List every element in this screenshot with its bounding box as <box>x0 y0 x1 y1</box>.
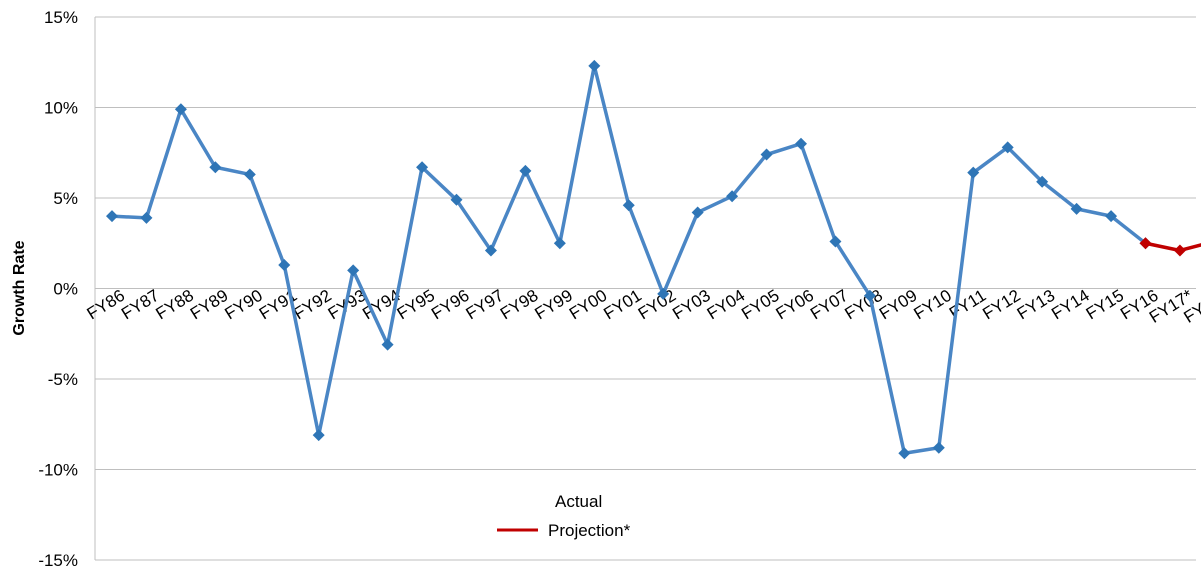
data-point <box>1036 175 1049 188</box>
data-point <box>1105 210 1118 223</box>
data-point <box>243 168 256 181</box>
legend-entry-projection: Projection* <box>548 521 631 540</box>
legend-entry-actual: Actual <box>555 492 602 511</box>
series-line-actual <box>111 64 1147 455</box>
series-line-projection <box>1145 241 1201 253</box>
data-point <box>657 287 670 300</box>
y-tick-label: -15% <box>38 551 78 570</box>
data-point <box>347 264 360 277</box>
data-point <box>381 338 394 351</box>
data-point <box>898 447 911 460</box>
series-layer <box>106 59 1201 460</box>
y-tick-label: -5% <box>48 370 78 389</box>
data-point <box>1173 244 1186 257</box>
data-point <box>829 235 842 248</box>
data-point <box>622 199 635 212</box>
data-point <box>1070 202 1083 215</box>
data-point <box>932 441 945 454</box>
gridlines <box>94 16 1196 561</box>
data-point <box>795 137 807 150</box>
data-point <box>1139 237 1152 250</box>
data-point <box>691 206 704 219</box>
y-tick-label: 0% <box>53 280 78 299</box>
data-point <box>863 289 876 302</box>
y-axis-ticks: 15% 10% 5% 0% -5% -10% -15% <box>38 8 78 570</box>
y-tick-label: -10% <box>38 461 78 480</box>
data-point <box>209 161 222 174</box>
data-point <box>726 190 739 203</box>
data-point <box>484 244 497 257</box>
y-tick-label: 10% <box>44 99 78 118</box>
data-point <box>553 237 566 250</box>
y-axis-label: Growth Rate <box>11 240 28 335</box>
x-axis-ticks: FY86FY87FY88FY89FY90FY91FY92FY93FY94FY95… <box>84 286 1201 327</box>
data-point <box>450 193 463 206</box>
data-point <box>106 210 118 223</box>
legend: Actual Projection* <box>497 492 631 540</box>
data-point <box>416 161 429 174</box>
data-point <box>140 211 153 224</box>
data-point <box>760 148 773 161</box>
y-tick-label: 5% <box>53 189 78 208</box>
data-point <box>519 164 532 177</box>
data-point <box>174 103 187 116</box>
y-tick-label: 15% <box>44 8 78 27</box>
data-point <box>1001 141 1014 154</box>
data-point <box>967 166 980 179</box>
data-point <box>278 258 291 271</box>
data-point <box>312 429 325 442</box>
data-point <box>588 59 601 72</box>
